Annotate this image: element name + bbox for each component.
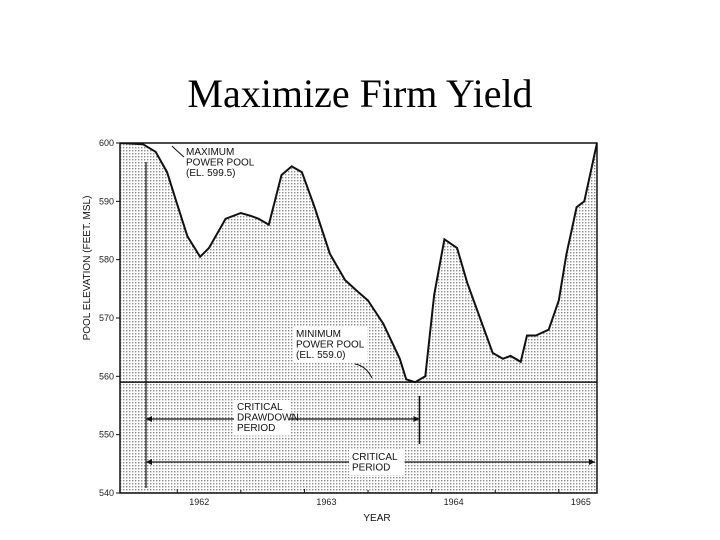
y-tick-label: 550: [99, 430, 114, 440]
annotation-bg: [349, 450, 405, 475]
annotation-text: MINIMUM: [296, 329, 341, 340]
annotation-text: PERIOD: [237, 423, 275, 434]
x-tick-label: 1962: [189, 497, 209, 507]
x-tick-label: 1965: [571, 497, 591, 507]
y-tick-label: 580: [99, 255, 114, 265]
y-tick-label: 590: [99, 196, 114, 206]
annotation-text: MAXIMUM: [186, 147, 234, 158]
y-tick-label: 540: [99, 488, 114, 498]
annotation-text: (EL. 599.5): [186, 168, 235, 179]
pool-elevation-line: [120, 143, 597, 384]
critical-period-arrow-head-left: [146, 459, 152, 465]
max-pool-leader: [171, 145, 185, 158]
annotation-text: POWER POOL: [186, 158, 255, 169]
annotation-text: CRITICAL: [352, 452, 398, 463]
y-tick-label: 570: [99, 313, 114, 323]
annotation-text: POWER POOL: [296, 340, 365, 351]
critical-drawdown-arrow-head-right: [413, 416, 420, 422]
annotation-bg: [293, 327, 368, 363]
critical-period-arrow-head-right: [589, 459, 595, 465]
annotation-text: DRAWDOWN: [237, 413, 299, 424]
annotation-bg: [234, 400, 290, 436]
x-axis-label: YEAR: [363, 513, 390, 524]
annotation-text: PERIOD: [352, 463, 390, 474]
x-tick-label: 1964: [444, 497, 464, 507]
annotation-text: (EL. 559.0): [296, 350, 345, 361]
y-axis-label: POOL ELEVATION (FEET. MSL): [82, 196, 93, 341]
slide-title: Maximize Firm Yield: [187, 71, 533, 116]
annotation-text: CRITICAL: [237, 402, 283, 413]
min-pool-leader: [354, 363, 373, 379]
y-tick-label: 560: [99, 371, 114, 381]
pool-area: [120, 143, 597, 493]
y-tick-label: 600: [99, 138, 114, 148]
critical-drawdown-arrow-head-left: [146, 416, 152, 422]
x-tick-label: 1963: [316, 497, 336, 507]
